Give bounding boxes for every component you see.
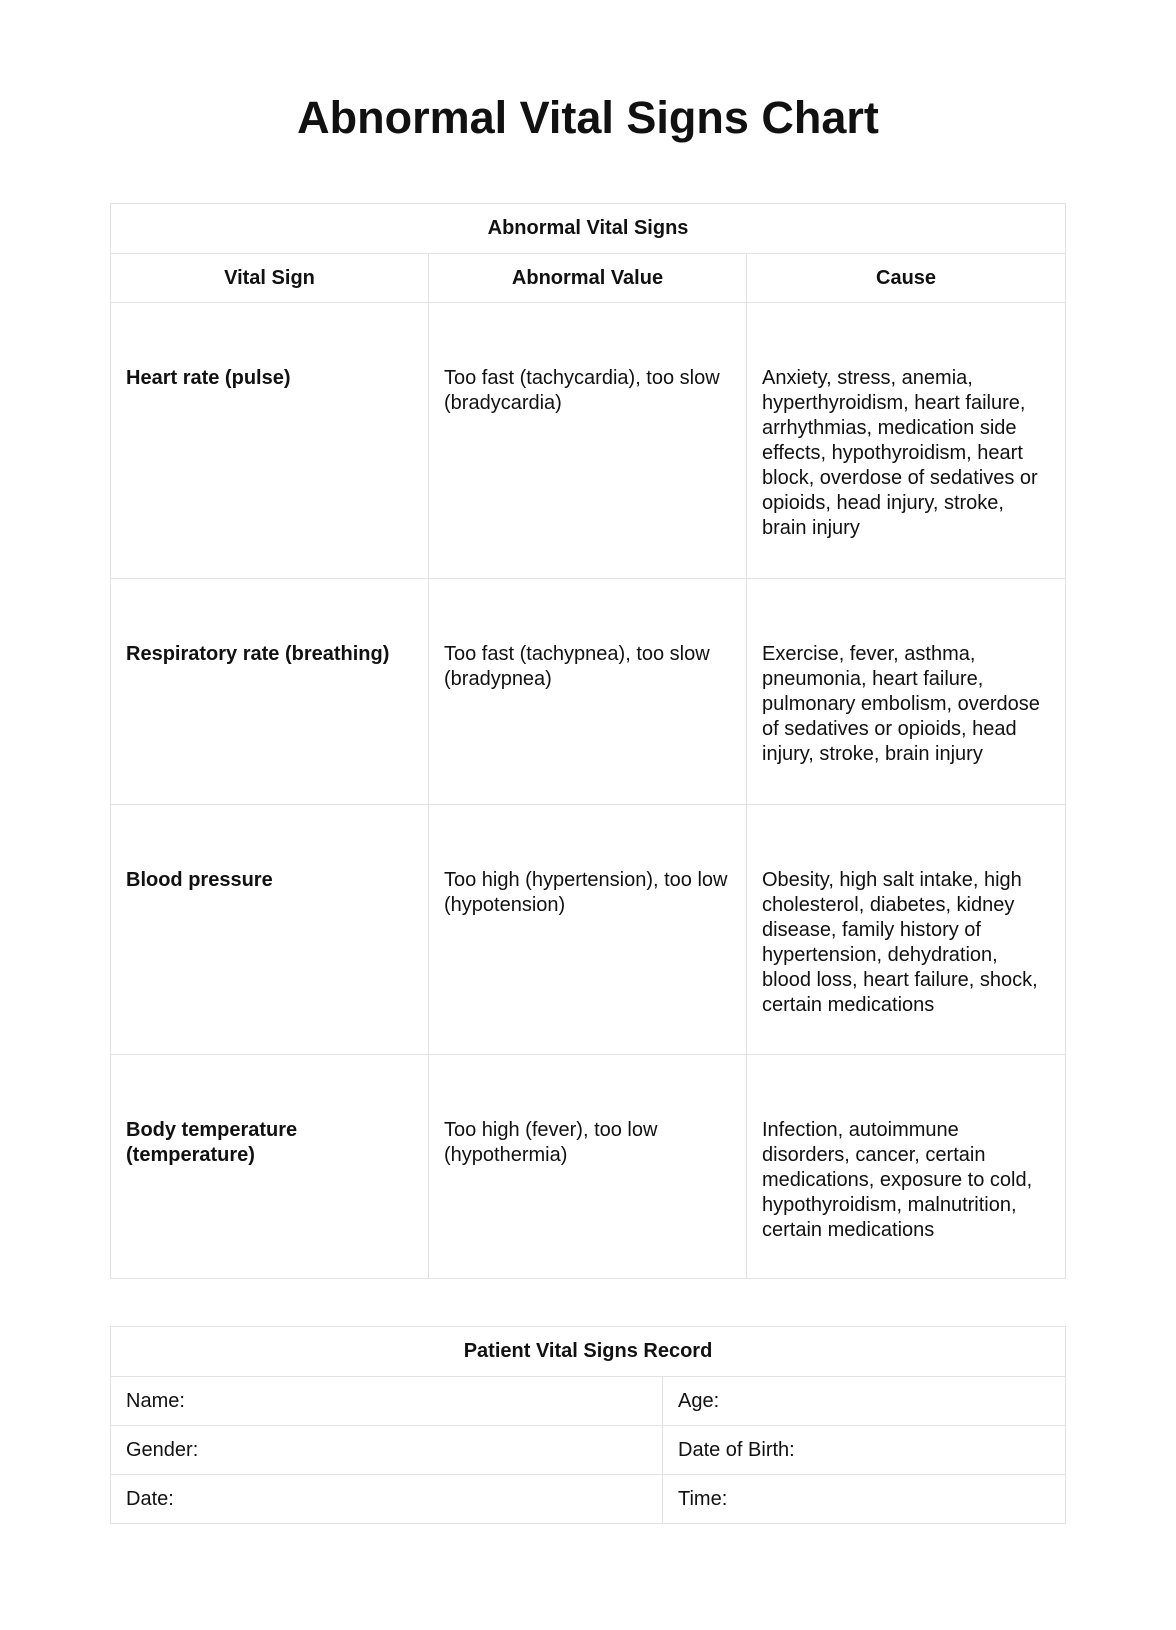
cause-cell: Anxiety, stress, anemia, hyperthyroidism… bbox=[745, 302, 1067, 579]
column-header-cause: Cause bbox=[745, 253, 1067, 303]
vital-sign-cell: Respiratory rate (breathing) bbox=[110, 578, 429, 805]
vital-sign-cell: Heart rate (pulse) bbox=[110, 302, 429, 579]
table-row: Heart rate (pulse) Too fast (tachycardia… bbox=[110, 302, 1067, 579]
table-row: Date: Time: bbox=[110, 1474, 1066, 1524]
gender-field[interactable]: Gender: bbox=[110, 1425, 663, 1475]
date-of-birth-field[interactable]: Date of Birth: bbox=[662, 1425, 1066, 1475]
vital-sign-cell: Blood pressure bbox=[110, 804, 429, 1055]
age-field[interactable]: Age: bbox=[662, 1376, 1066, 1426]
abnormal-value-cell: Too high (hypertension), too low (hypote… bbox=[428, 804, 747, 1055]
page-title: Abnormal Vital Signs Chart bbox=[297, 92, 879, 143]
table-caption: Abnormal Vital Signs bbox=[109, 203, 1067, 254]
cause-cell: Infection, autoimmune disorders, cancer,… bbox=[745, 1054, 1067, 1279]
date-field[interactable]: Date: bbox=[110, 1474, 663, 1524]
patient-record-table: Patient Vital Signs Record Name: Age: Ge… bbox=[110, 1326, 1066, 1524]
table-row: Respiratory rate (breathing) Too fast (t… bbox=[110, 578, 1067, 805]
vital-sign-cell: Body temperature (temperature) bbox=[110, 1054, 429, 1279]
cause-cell: Exercise, fever, asthma, pneumonia, hear… bbox=[745, 578, 1067, 805]
record-caption: Patient Vital Signs Record bbox=[110, 1326, 1066, 1377]
table-row: Name: Age: bbox=[110, 1376, 1066, 1426]
name-field[interactable]: Name: bbox=[110, 1376, 663, 1426]
table-row: Blood pressure Too high (hypertension), … bbox=[110, 804, 1067, 1055]
abnormal-value-cell: Too fast (tachypnea), too slow (bradypne… bbox=[428, 578, 747, 805]
abnormal-vital-signs-table: Abnormal Vital Signs Vital Sign Abnormal… bbox=[109, 203, 1067, 1279]
table-row: Body temperature (temperature) Too high … bbox=[110, 1054, 1067, 1279]
time-field[interactable]: Time: bbox=[662, 1474, 1066, 1524]
abnormal-value-cell: Too high (fever), too low (hypothermia) bbox=[428, 1054, 747, 1279]
column-header-vital-sign: Vital Sign bbox=[110, 253, 429, 303]
column-header-abnormal-value: Abnormal Value bbox=[428, 253, 747, 303]
cause-cell: Obesity, high salt intake, high choleste… bbox=[745, 804, 1067, 1055]
table-row: Gender: Date of Birth: bbox=[110, 1425, 1066, 1475]
abnormal-value-cell: Too fast (tachycardia), too slow (bradyc… bbox=[428, 302, 747, 579]
